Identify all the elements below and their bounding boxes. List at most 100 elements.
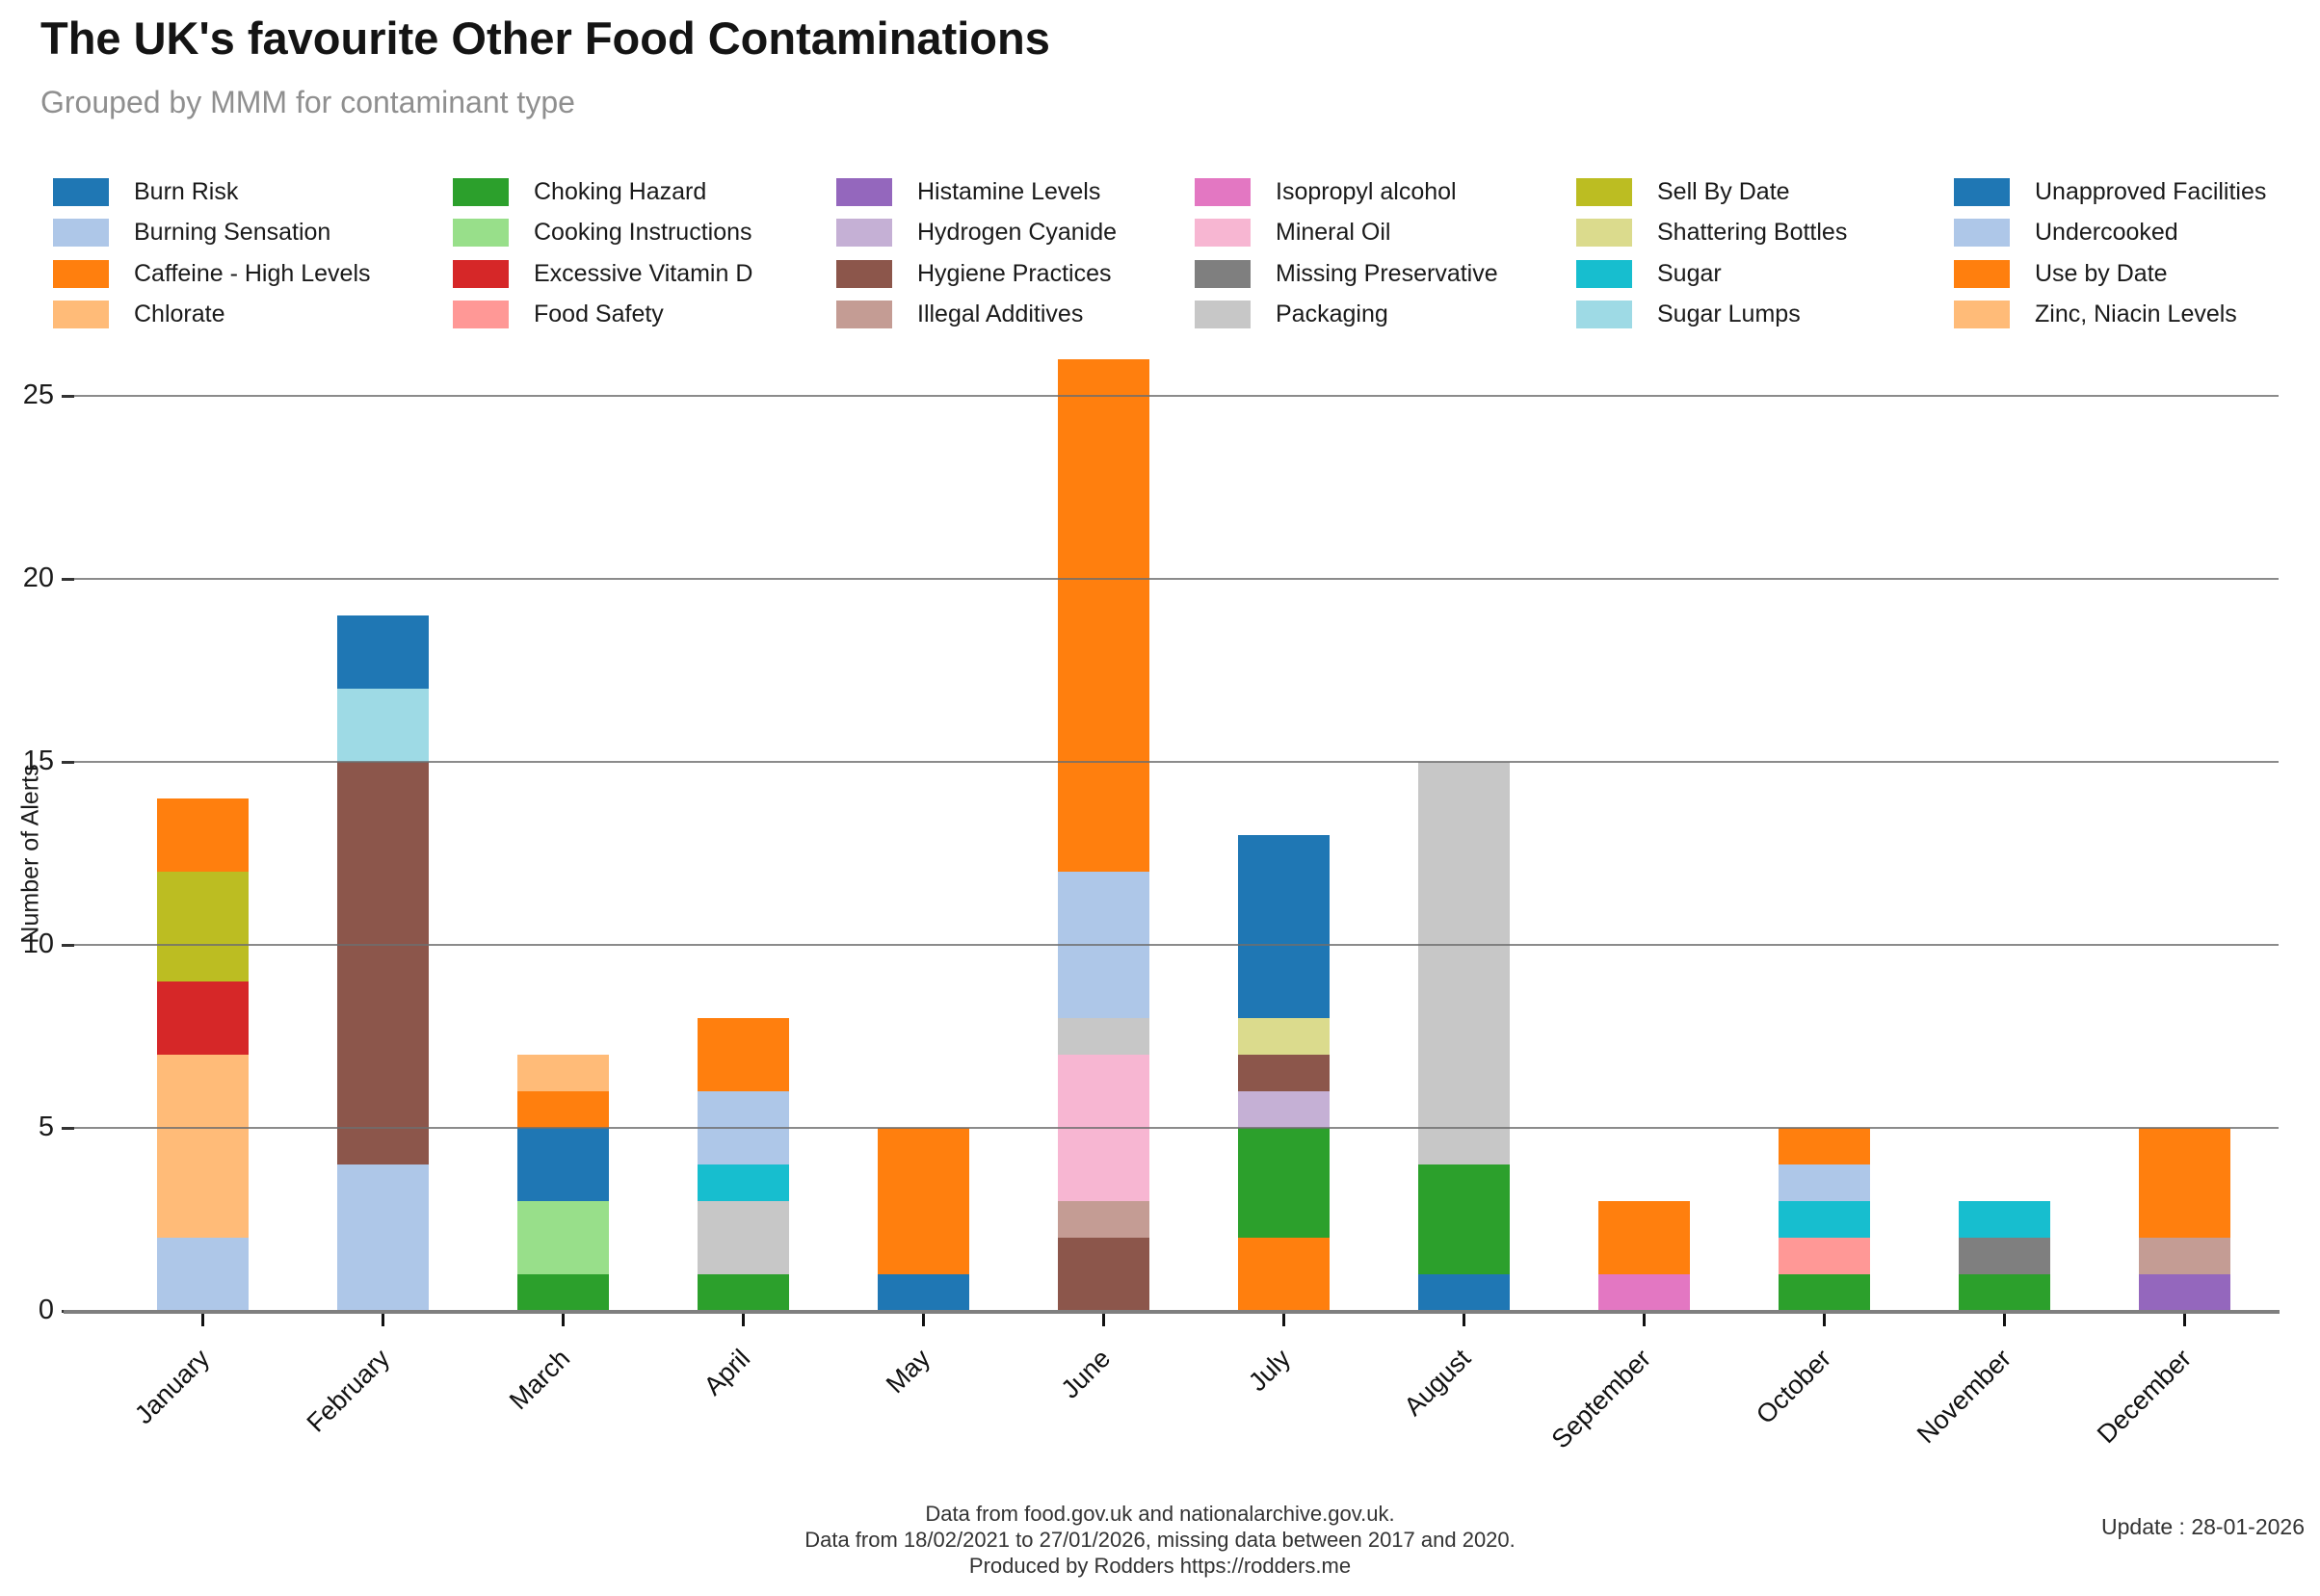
bar-segment [697, 1018, 789, 1091]
x-tick-mark [1282, 1314, 1285, 1326]
x-axis-line [64, 1310, 2280, 1314]
bar-segment [1237, 1128, 1330, 1238]
legend-item: Sugar Lumps [1576, 299, 1801, 331]
y-tick-label: 25 [22, 379, 54, 410]
x-tick-mark [1643, 1314, 1646, 1326]
legend-swatch [836, 259, 892, 288]
legend-item: Shattering Bottles [1576, 217, 1847, 249]
bar-segment [877, 1128, 969, 1274]
bar-segment [2138, 1128, 2230, 1238]
bar-segment [1237, 1238, 1330, 1311]
legend-label: Use by Date [2035, 259, 2168, 287]
legend-item: Food Safety [453, 299, 664, 331]
bar-segment [697, 1274, 789, 1311]
y-tick-mark [62, 944, 74, 947]
y-tick-label: 15 [22, 746, 54, 776]
bar-segment [336, 762, 429, 1164]
legend-swatch [1954, 259, 2010, 288]
bar-segment [516, 1091, 609, 1128]
legend-item: Hydrogen Cyanide [836, 217, 1117, 249]
bar-segment [1057, 1018, 1149, 1055]
gridline [66, 578, 2279, 580]
bar-segment [877, 1274, 969, 1311]
legend-swatch [1954, 301, 2010, 328]
bar-segment [1417, 1164, 1510, 1274]
legend-label: Unapproved Facilities [2035, 177, 2267, 205]
legend-swatch [1576, 219, 1632, 247]
bar-segment [1778, 1274, 1870, 1311]
x-tick-mark [1102, 1314, 1105, 1326]
y-tick-mark [62, 761, 74, 764]
legend-item: Zinc, Niacin Levels [1954, 299, 2237, 331]
legend-swatch [453, 259, 509, 288]
legend-item: Burn Risk [53, 175, 238, 208]
legend-swatch [53, 259, 109, 288]
legend-swatch [453, 301, 509, 328]
x-tick-mark [382, 1314, 384, 1326]
x-tick-mark [201, 1314, 204, 1326]
legend-label: Sugar [1657, 259, 1722, 287]
bar-segment [2138, 1274, 2230, 1311]
legend-swatch [1576, 177, 1632, 206]
gridline [66, 944, 2279, 946]
legend-label: Isopropyl alcohol [1276, 177, 1457, 205]
legend-label: Packaging [1276, 301, 1388, 327]
legend-label: Undercooked [2035, 219, 2178, 246]
legend-label: Sugar Lumps [1657, 301, 1801, 327]
x-tick-mark [2183, 1314, 2186, 1326]
legend-swatch [1954, 219, 2010, 247]
bar-segment [516, 1128, 609, 1201]
x-tick-mark [1463, 1314, 1465, 1326]
legend-item: Burning Sensation [53, 217, 330, 249]
bar-segment [1057, 1238, 1149, 1311]
legend-swatch [1195, 301, 1251, 328]
footer-range-line: Data from 18/02/2021 to 27/01/2026, miss… [804, 1528, 1516, 1552]
legend-item: Hygiene Practices [836, 257, 1111, 290]
bar-segment [1057, 1201, 1149, 1238]
bar-segment [1778, 1128, 1870, 1164]
legend-swatch [836, 301, 892, 328]
update-date: Update : 28-01-2026 [2101, 1514, 2305, 1539]
legend-label: Missing Preservative [1276, 259, 1498, 287]
legend-label: Excessive Vitamin D [534, 259, 753, 287]
legend-item: Sugar [1576, 257, 1722, 290]
legend-item: Histamine Levels [836, 175, 1100, 208]
legend-swatch [1195, 259, 1251, 288]
bar-segment [1958, 1201, 2050, 1238]
legend-swatch [1954, 177, 2010, 206]
bar-segment [156, 798, 249, 872]
bar-segment [1778, 1164, 1870, 1201]
legend-swatch [1576, 259, 1632, 288]
legend-label: Shattering Bottles [1657, 219, 1848, 246]
legend-item: Undercooked [1954, 217, 2178, 249]
legend-label: Food Safety [534, 301, 664, 327]
x-tick-mark [922, 1314, 925, 1326]
bar-segment [1597, 1274, 1690, 1311]
legend-swatch [53, 177, 109, 206]
legend-label: Caffeine - High Levels [134, 259, 371, 287]
gridline [66, 1127, 2279, 1129]
bar-segment [516, 1274, 609, 1311]
legend-item: Choking Hazard [453, 175, 706, 208]
bar-segment [336, 689, 429, 762]
chart-title: The UK's favourite Other Food Contaminat… [40, 13, 1050, 64]
legend-item: Unapproved Facilities [1954, 175, 2266, 208]
chart-subtitle: Grouped by MMM for contaminant type [40, 85, 575, 119]
legend-swatch [1576, 301, 1632, 328]
legend-item: Isopropyl alcohol [1195, 175, 1457, 208]
bar-segment [1958, 1274, 2050, 1311]
legend-swatch [53, 219, 109, 247]
y-tick-label: 10 [22, 929, 54, 959]
legend-label: Hydrogen Cyanide [917, 219, 1118, 246]
bar-segment [516, 1201, 609, 1274]
y-tick-mark [62, 578, 74, 581]
bar-segment [1237, 1055, 1330, 1091]
y-tick-mark [62, 1127, 74, 1130]
legend-item: Caffeine - High Levels [53, 257, 371, 290]
y-tick-mark [62, 395, 74, 398]
legend: Burn Risk Burning Sensation Caffeine - Hig… [0, 170, 2320, 343]
x-tick-mark [2003, 1314, 2006, 1326]
x-tick-mark [562, 1314, 565, 1326]
legend-item: Illegal Additives [836, 299, 1083, 331]
